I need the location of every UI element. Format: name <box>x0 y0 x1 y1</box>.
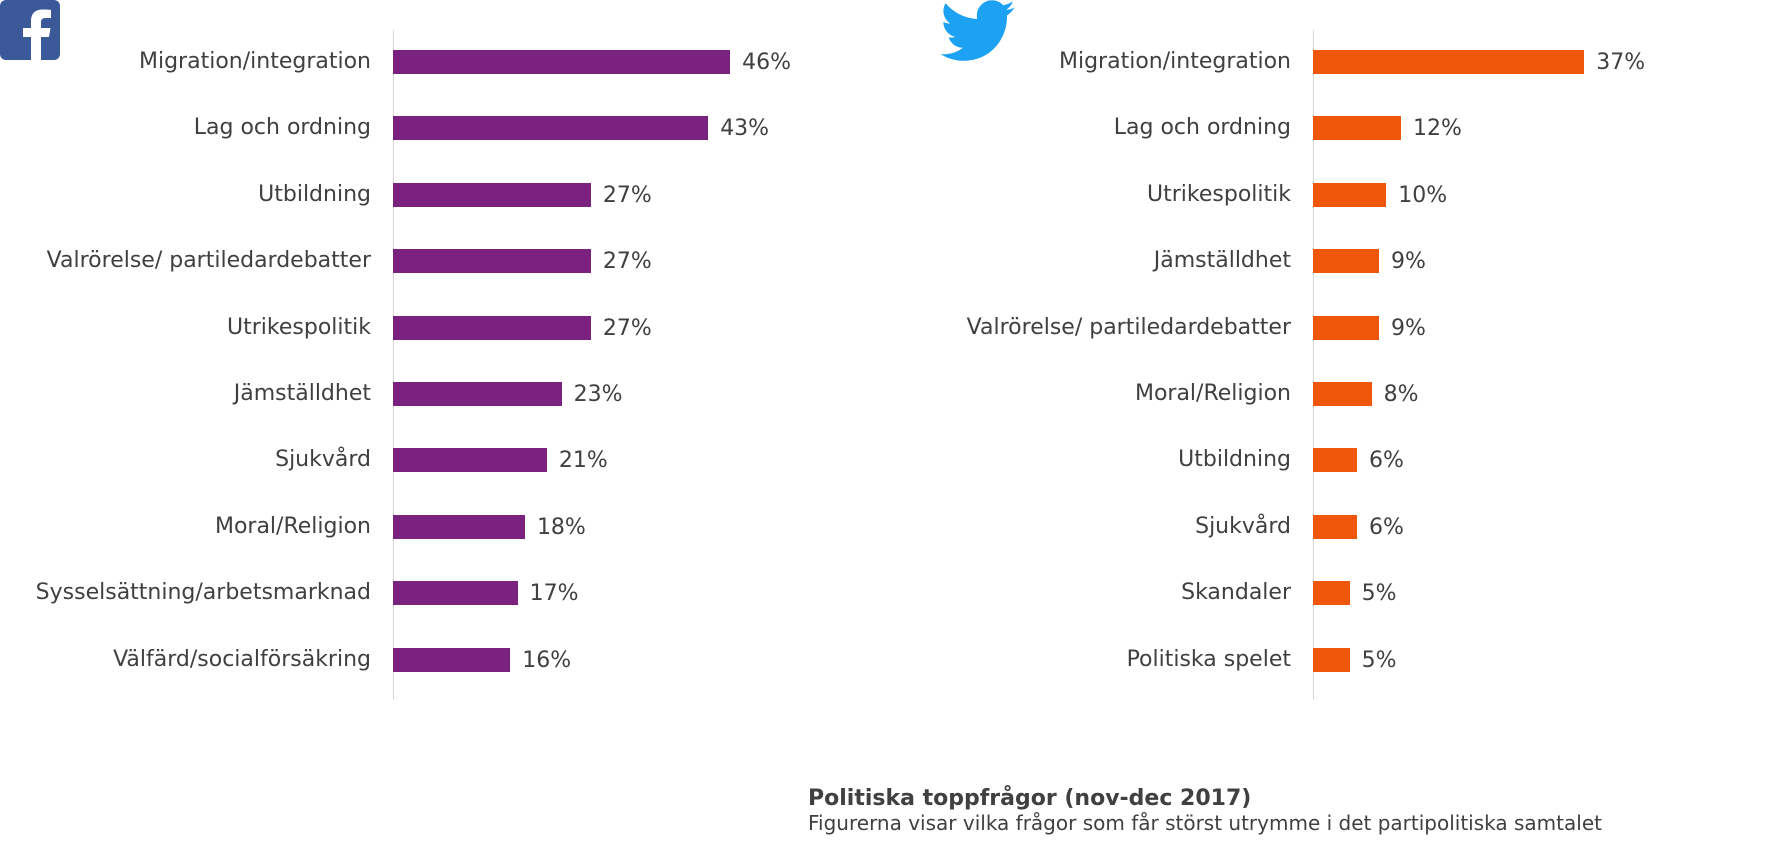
twitter-value-label: 9% <box>1390 315 1426 341</box>
twitter-bar <box>1313 116 1401 141</box>
facebook-bar <box>393 647 511 672</box>
twitter-bar <box>1313 647 1350 672</box>
facebook-axis-line <box>393 30 394 700</box>
twitter-value-label: 10% <box>1398 182 1448 208</box>
twitter-category-label: Politiska spelet <box>1126 646 1291 672</box>
facebook-bar <box>393 514 525 539</box>
facebook-bar <box>393 116 709 141</box>
facebook-category-label: Lag och ordning <box>193 115 371 141</box>
facebook-category-label: Sjukvård <box>275 447 371 473</box>
facebook-value-label: 46% <box>742 50 792 75</box>
facebook-category-label: Valrörelse/ partiledardebatter <box>46 248 371 274</box>
facebook-bar <box>393 382 562 406</box>
twitter-chart: Migration/integration 37% Lag och ordning 1… <box>900 30 1780 700</box>
twitter-bar <box>1313 249 1379 274</box>
facebook-bar <box>393 581 518 606</box>
twitter-bar <box>1313 315 1379 340</box>
caption-subtitle: Figurerna visar vilka frågor som får stö… <box>808 811 1602 835</box>
twitter-value-label: 6% <box>1368 448 1404 474</box>
twitter-category-label: Utrikespolitik <box>1147 181 1291 207</box>
twitter-bar <box>1313 50 1585 74</box>
facebook-category-label: Moral/Religion <box>214 513 371 539</box>
twitter-bar <box>1313 382 1372 406</box>
twitter-category-label: Jämställdhet <box>1153 248 1291 274</box>
facebook-category-label: Välfärd/socialförsäkring <box>113 646 371 672</box>
twitter-bar <box>1313 182 1387 207</box>
facebook-value-label: 27% <box>602 315 652 341</box>
twitter-axis-line <box>1313 30 1314 700</box>
facebook-chart: Migration/integration 46% Lag och ordning 4… <box>0 30 880 700</box>
twitter-category-label: Valrörelse/ partiledardebatter <box>966 314 1291 340</box>
facebook-value-label: 27% <box>602 249 652 275</box>
facebook-value-label: 16% <box>522 647 572 673</box>
twitter-value-label: 6% <box>1368 514 1404 540</box>
facebook-bar <box>393 315 591 340</box>
facebook-bar <box>393 249 591 274</box>
twitter-icon <box>940 0 1015 61</box>
facebook-value-label: 27% <box>602 182 652 208</box>
twitter-value-label: 5% <box>1361 647 1397 673</box>
twitter-bar <box>1313 514 1357 539</box>
twitter-category-label: Skandaler <box>1181 580 1291 606</box>
twitter-category-label: Sjukvård <box>1195 513 1291 539</box>
twitter-bar <box>1313 581 1350 606</box>
facebook-value-label: 23% <box>573 382 623 407</box>
facebook-icon <box>0 0 60 60</box>
twitter-value-label: 9% <box>1390 249 1426 275</box>
facebook-value-label: 17% <box>529 581 579 607</box>
twitter-category-label: Utbildning <box>1178 447 1291 473</box>
twitter-value-label: 8% <box>1383 382 1419 407</box>
twitter-value-label: 5% <box>1361 581 1397 607</box>
facebook-category-label: Sysselsättning/arbetsmarknad <box>35 580 371 606</box>
twitter-category-label: Moral/Religion <box>1134 381 1291 406</box>
caption-title: Politiska toppfrågor (nov-dec 2017) <box>808 786 1252 811</box>
facebook-category-label: Jämställdhet <box>233 381 371 406</box>
facebook-value-label: 18% <box>536 514 586 540</box>
twitter-category-label: Migration/integration <box>1059 49 1291 74</box>
facebook-category-label: Utrikespolitik <box>227 314 371 340</box>
twitter-value-label: 37% <box>1596 50 1646 75</box>
twitter-bar <box>1313 448 1357 473</box>
facebook-value-label: 21% <box>558 448 608 474</box>
facebook-category-label: Utbildning <box>258 181 371 207</box>
facebook-category-label: Migration/integration <box>139 49 371 74</box>
facebook-bar <box>393 50 731 74</box>
chart-caption: Politiska toppfrågor (nov-dec 2017) Figu… <box>808 786 1602 836</box>
facebook-value-label: 43% <box>720 116 770 142</box>
twitter-value-label: 12% <box>1412 116 1462 142</box>
facebook-bar <box>393 448 547 473</box>
facebook-bar <box>393 182 591 207</box>
twitter-category-label: Lag och ordning <box>1113 115 1291 141</box>
